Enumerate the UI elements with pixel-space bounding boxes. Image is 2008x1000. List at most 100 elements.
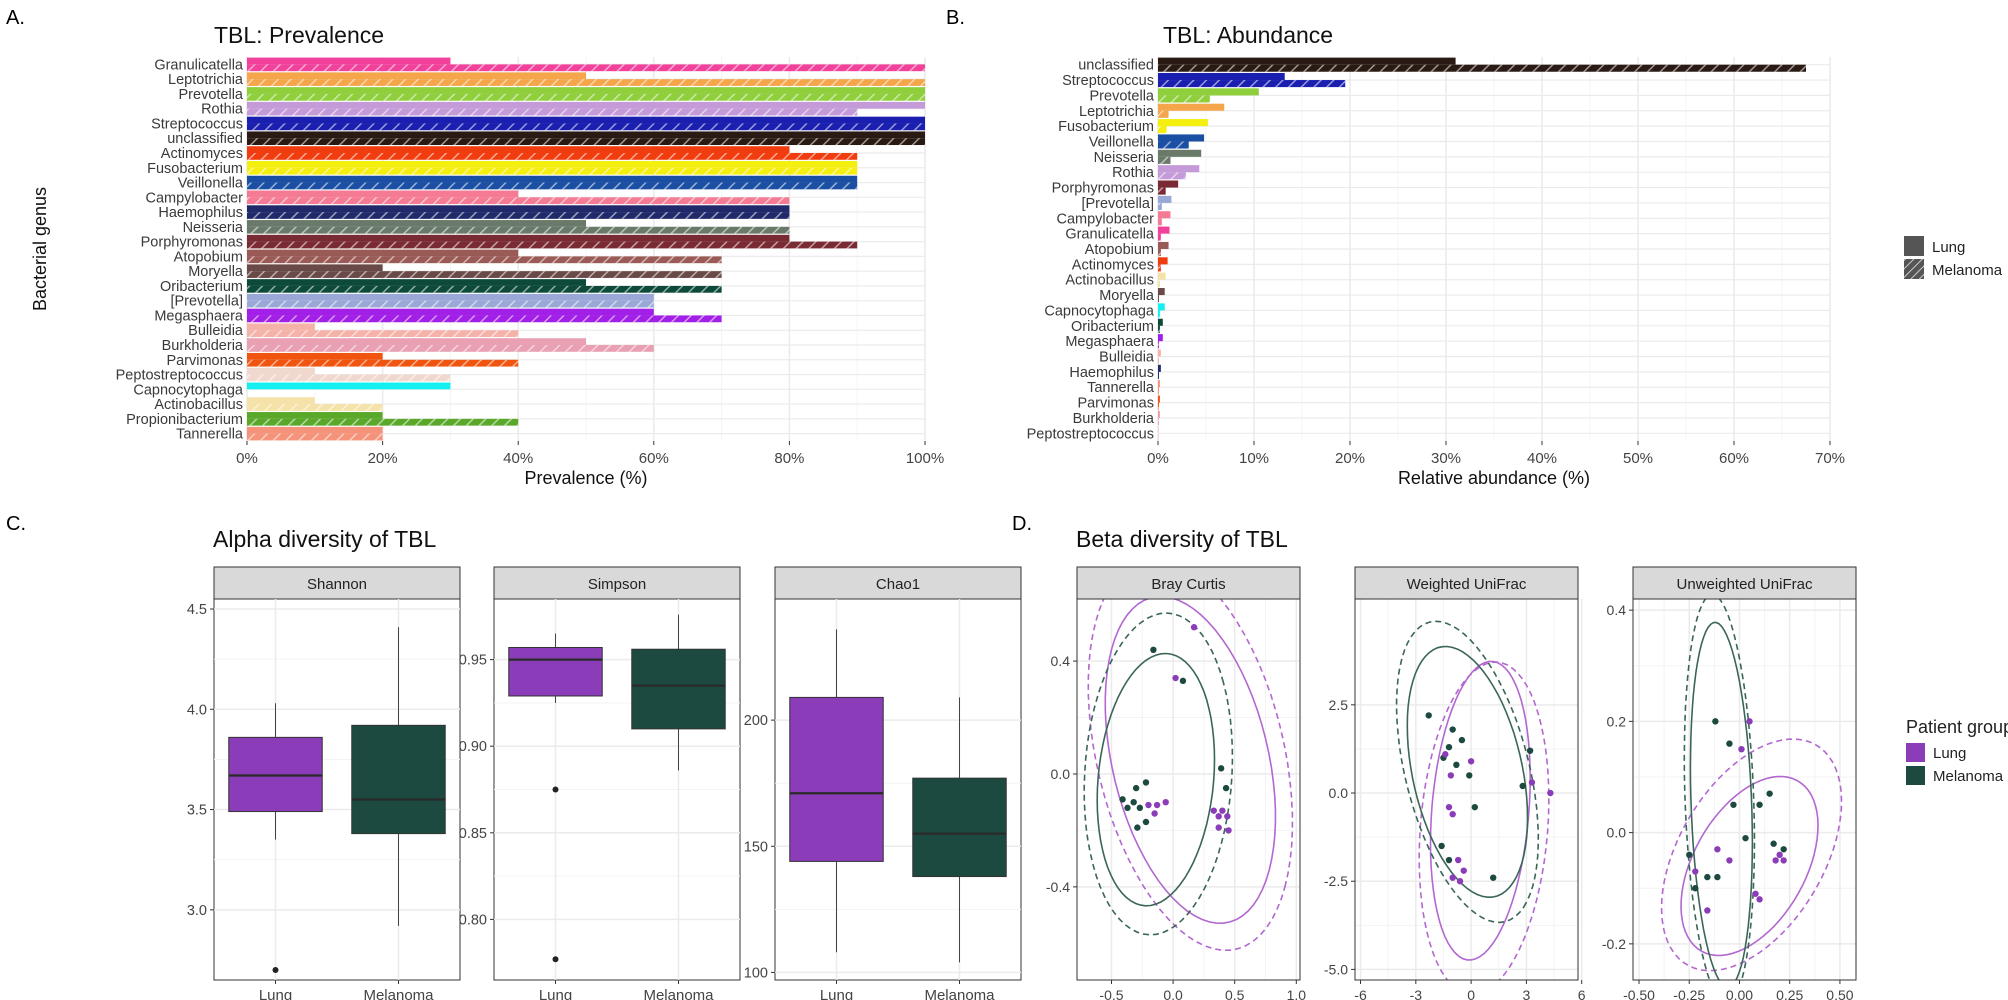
bar-melanoma-hatch-leptotrichia [247,79,925,86]
tick-label-x: -0.5 [1099,987,1123,1000]
point-lung [1752,890,1759,897]
tick-label-x: 0.00 [1726,987,1753,1000]
category-label: Peptostreptococcus [116,368,243,384]
bar-melanoma-hatch-rothia [1158,172,1186,180]
category-label: Oribacterium [1071,319,1154,335]
bar-lung-campylobacter [247,190,519,198]
point-melanoma [1519,782,1526,790]
bar-melanoma-hatch-fusobacterium [1158,126,1167,134]
bar-melanoma-hatch-leptotrichia [1158,110,1169,118]
category-label: Rothia [1112,165,1155,181]
ellipse-melanoma-solid [1096,652,1216,907]
tick-label-x: 1.0 [1287,987,1307,1000]
category-label: Actinomyces [1072,257,1154,273]
bar-lung-capnocytophaga [247,382,451,390]
facet-chao1: Chao1 100 150 200 Lung Melanoma [744,566,1022,1000]
bar-melanoma-hatch-bulleidia [247,330,519,338]
legend-group-lung-label: Lung [1933,745,1966,762]
category-label: Campylobacter [1056,211,1154,227]
tick-label-y: 0.0 [1329,785,1349,801]
tick-label-x: 3 [1522,987,1530,1000]
bar-lung-prevotella [1158,88,1259,96]
bar-lung-unclassified [247,131,925,139]
alpha-diversity-chart: Shannon 3.0 3.5 4.0 4.5 Lung Melanoma Simpson 0.… [187,566,1022,1000]
facet-strip [493,566,741,600]
bar-melanoma-hatch-moryella [247,271,722,278]
tick-label-y: 0.85 [459,826,487,842]
bar-lung-fusobacterium [247,160,858,168]
plot-panel [1077,599,1300,980]
bar-melanoma-hatch-neisseria [1158,156,1171,164]
category-label: unclassified [167,131,243,147]
legend-group-melanoma-swatch [1906,766,1925,785]
facet-strip [1354,566,1579,600]
point-melanoma [1142,779,1150,786]
bar-melanoma-hatch-rothia [247,108,858,116]
point-melanoma [1134,824,1141,831]
bar-melanoma-hatch-propionibacterium [247,418,519,426]
category-label: Megasphaera [1065,334,1155,350]
point-lung [1224,813,1231,820]
category-label: Bulleidia [188,323,244,339]
bar-lung-unclassified [1158,57,1456,65]
category-label: Haemophilus [158,205,243,221]
bar-melanoma-hatch-unclassified [1158,64,1806,72]
category-label: Haemophilus [1069,365,1154,381]
point-melanoma [1742,834,1749,842]
point-lung [1456,878,1464,885]
bar-lung-peptostreptococcus [247,367,315,375]
point-melanoma [1179,677,1187,685]
ellipse-melanoma-solid [1406,645,1529,899]
facet-strip-label: Chao1 [876,576,920,593]
point-lung [1190,624,1198,631]
tick-label-x: 30% [1431,450,1461,467]
facet-strip-label: Simpson [588,576,646,593]
point-melanoma [1136,804,1144,812]
category-label: Actinomyces [161,146,243,162]
panel-b-title: TBL: Abundance [1163,22,1333,48]
bar-melanoma-hatch-campylobacter [247,197,790,205]
tick-label-x: -0.25 [1673,987,1705,1000]
tick-label-y: -0.4 [1046,879,1070,895]
tick-label-x: 0.5 [1225,987,1245,1000]
box-melanoma [912,777,1007,878]
tick-label-x: 6 [1578,987,1586,1000]
point-melanoma [1124,804,1131,812]
tick-label-x: 0% [236,450,258,467]
bar-lung-actinobacillus [247,397,315,405]
point-lung [1776,851,1783,859]
tick-label-x: 0.0 [1163,987,1183,1000]
point-lung [1225,827,1232,834]
point-melanoma [1217,765,1225,772]
panel-a-label: A. [6,7,25,29]
category-label: Porphyromonas [141,235,243,251]
bar-melanoma-hatch-streptococcus [1158,80,1346,88]
bar-lung-burkholderia [1158,410,1160,418]
bar-lung-veillonella [247,175,858,183]
tick-label-x: -0.50 [1623,987,1655,1000]
point-lung [1467,758,1475,765]
tick-label-x: 0.50 [1826,987,1853,1000]
bar-lung-tannerella [1158,380,1160,388]
tick-label-x: 70% [1815,450,1845,467]
point-lung [1714,846,1721,853]
bar-melanoma-hatch-granulicatella [1158,233,1161,241]
point-lung [1151,810,1158,817]
bar-melanoma-hatch-moryella [1158,295,1159,303]
category-label: Bulleidia [1099,350,1155,366]
facet-strip-label: Shannon [307,576,367,593]
point-melanoma [1756,801,1763,808]
bar-lung-neisseria [247,220,586,227]
point-lung [1746,718,1753,725]
point-lung [1738,745,1745,753]
bar-melanoma-hatch-fusobacterium [247,167,858,175]
bar-legend: Lung Melanoma [1904,236,2003,279]
bar-lung-actinobacillus [1158,272,1166,280]
facet-simpson: Simpson 0.80 0.85 0.90 0.95 Lung Melanoma [459,566,741,1000]
point-melanoma [1458,736,1466,744]
bar-melanoma-hatch-burkholderia [1158,417,1159,426]
bar-melanoma-hatch-tannerella [247,433,383,441]
point-lung [1756,896,1763,903]
point-melanoma [1445,743,1453,751]
tick-label-x: 80% [774,450,804,467]
